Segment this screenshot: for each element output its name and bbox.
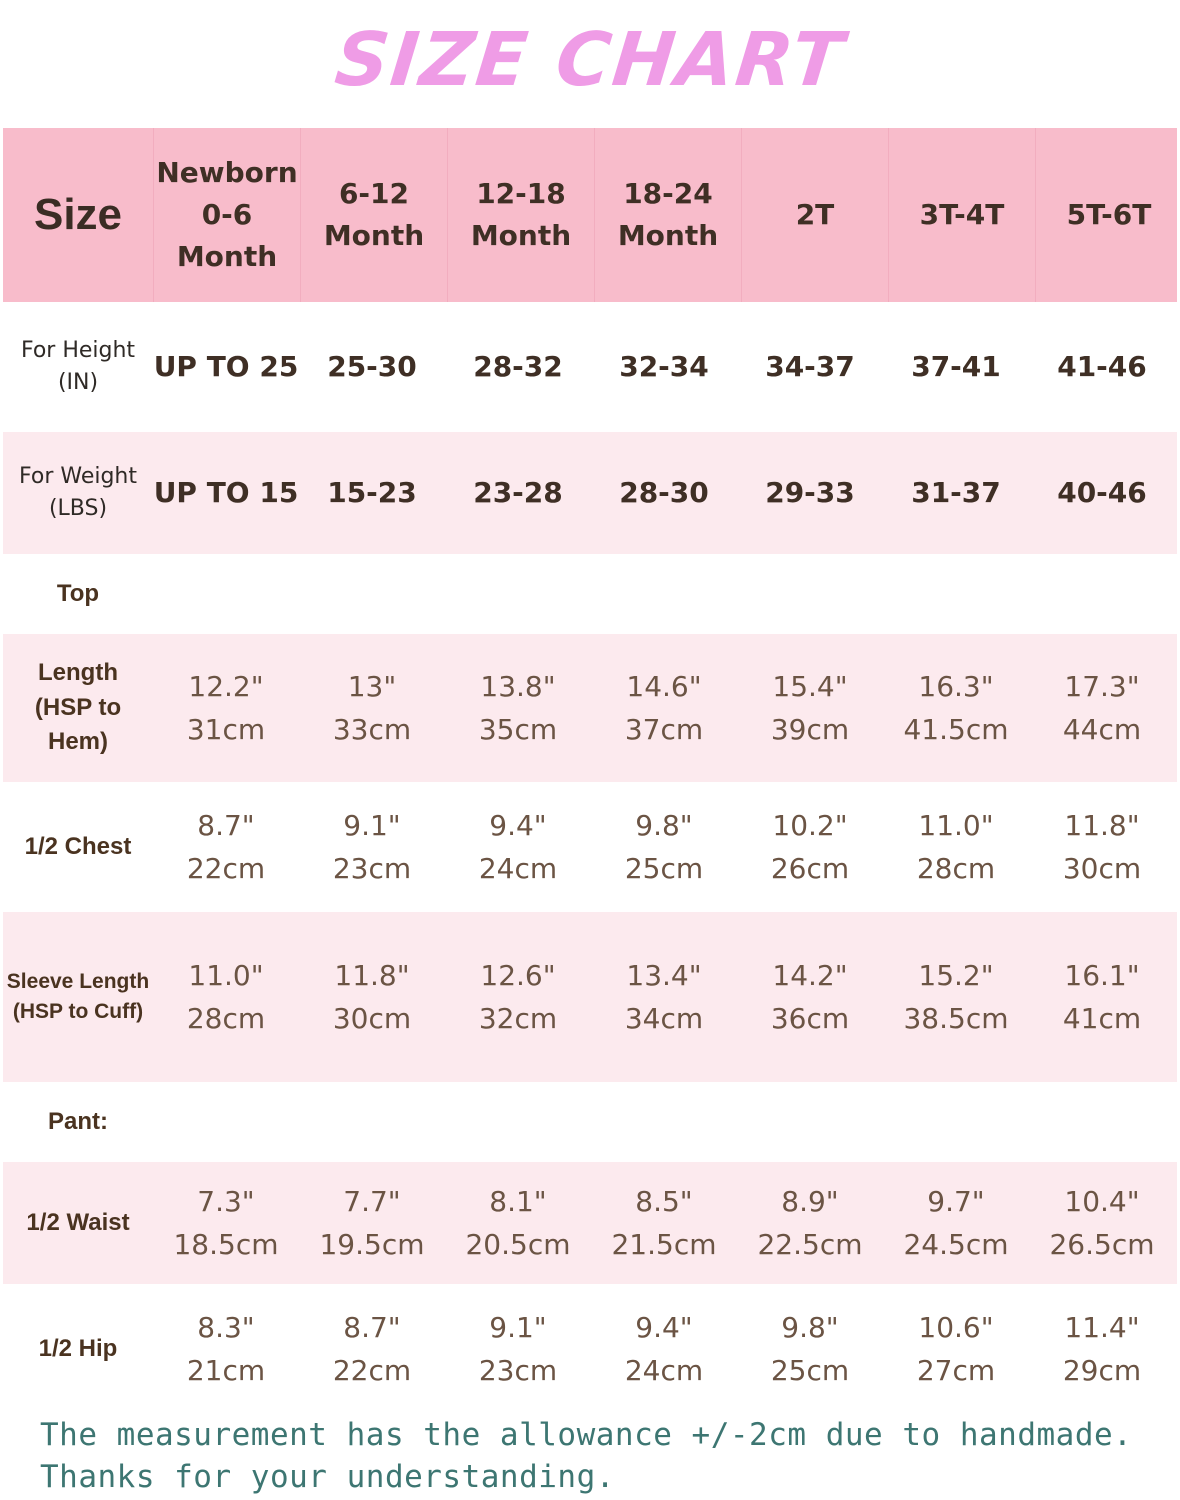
hip-row: 1/2 Hip 8.3" 21cm 8.7" 22cm 9.1" 23cm 9.… bbox=[3, 1284, 1177, 1414]
size-header-cell: 2T bbox=[741, 128, 888, 302]
row-label: 1/2 Hip bbox=[38, 1334, 118, 1362]
header-row: Size Newborn 0-6 Month 6-12 Month 12-18 … bbox=[3, 128, 1177, 302]
waist-value: 8.1" 20.5cm bbox=[465, 1184, 571, 1261]
row-label: For Weight (LBS) bbox=[18, 464, 137, 521]
height-value: UP TO 25 bbox=[153, 350, 299, 383]
hip-value: 9.1" 23cm bbox=[478, 1310, 558, 1387]
hip-value: 8.3" 21cm bbox=[186, 1310, 266, 1387]
footer-line-1: The measurement has the allowance +/-2cm… bbox=[40, 1417, 1133, 1453]
size-header-cell: 18-24 Month bbox=[594, 128, 741, 302]
height-value: 34-37 bbox=[765, 350, 855, 383]
sleeve-row: Sleeve Length (HSP to Cuff) 11.0" 28cm 1… bbox=[3, 912, 1177, 1082]
waist-value: 10.4" 26.5cm bbox=[1049, 1184, 1155, 1261]
weight-value: 31-37 bbox=[911, 476, 1001, 509]
sleeve-value: 11.8" 30cm bbox=[332, 958, 412, 1035]
waist-value: 8.5" 21.5cm bbox=[611, 1184, 717, 1261]
height-value: 32-34 bbox=[619, 350, 709, 383]
chest-row: 1/2 Chest 8.7" 22cm 9.1" 23cm 9.4" 24cm … bbox=[3, 782, 1177, 912]
footer-line-2: Thanks for your understanding. bbox=[40, 1459, 615, 1495]
length-value: 16.3" 41.5cm bbox=[903, 669, 1009, 746]
length-value: 17.3" 44cm bbox=[1062, 669, 1142, 746]
chest-value: 8.7" 22cm bbox=[186, 808, 266, 885]
waist-value: 9.7" 24.5cm bbox=[903, 1184, 1009, 1261]
hip-value: 10.6" 27cm bbox=[916, 1310, 996, 1387]
length-value: 13" 33cm bbox=[332, 669, 412, 746]
sleeve-value: 12.6" 32cm bbox=[478, 958, 558, 1035]
chest-value: 9.1" 23cm bbox=[332, 808, 412, 885]
sleeve-value: 15.2" 38.5cm bbox=[903, 958, 1009, 1035]
length-value: 15.4" 39cm bbox=[770, 669, 850, 746]
section-label-pant: Pant: bbox=[48, 1107, 108, 1135]
height-value: 37-41 bbox=[911, 350, 1001, 383]
top-section-row: Top bbox=[3, 554, 1177, 634]
weight-row: For Weight (LBS) UP TO 15 15-23 23-28 28… bbox=[3, 432, 1177, 554]
row-label: For Height (IN) bbox=[20, 338, 136, 395]
weight-value: 23-28 bbox=[473, 476, 563, 509]
row-label: Sleeve Length (HSP to Cuff) bbox=[6, 969, 150, 1023]
section-label-top: Top bbox=[56, 579, 100, 607]
size-header-cell: Newborn 0-6 Month bbox=[153, 128, 300, 302]
weight-value: 29-33 bbox=[765, 476, 855, 509]
chest-value: 11.0" 28cm bbox=[916, 808, 996, 885]
sleeve-value: 14.2" 36cm bbox=[770, 958, 850, 1035]
hip-value: 9.4" 24cm bbox=[624, 1310, 704, 1387]
height-row: For Height (IN) UP TO 25 25-30 28-32 32-… bbox=[3, 302, 1177, 432]
waist-value: 7.3" 18.5cm bbox=[173, 1184, 279, 1261]
size-chart-title: SIZE CHART bbox=[331, 17, 849, 103]
waist-value: 7.7" 19.5cm bbox=[319, 1184, 425, 1261]
row-label: 1/2 Waist bbox=[26, 1208, 130, 1236]
chest-value: 11.8" 30cm bbox=[1062, 808, 1142, 885]
row-label: Length (HSP to Hem) bbox=[34, 658, 122, 756]
size-header-label: Size bbox=[33, 190, 123, 239]
chest-value: 9.4" 24cm bbox=[478, 808, 558, 885]
size-chart-table: Size Newborn 0-6 Month 6-12 Month 12-18 … bbox=[3, 128, 1177, 1414]
sleeve-value: 11.0" 28cm bbox=[186, 958, 266, 1035]
sleeve-value: 13.4" 34cm bbox=[624, 958, 704, 1035]
height-value: 28-32 bbox=[473, 350, 563, 383]
weight-value: 28-30 bbox=[619, 476, 709, 509]
chest-value: 9.8" 25cm bbox=[624, 808, 704, 885]
footer-note: The measurement has the allowance +/-2cm… bbox=[40, 1414, 1180, 1498]
size-header-cell: 3T-4T bbox=[888, 128, 1035, 302]
pant-section-row: Pant: bbox=[3, 1082, 1177, 1162]
size-header-cell: 5T-6T bbox=[1035, 128, 1180, 302]
hip-value: 9.8" 25cm bbox=[770, 1310, 850, 1387]
length-value: 13.8" 35cm bbox=[478, 669, 558, 746]
length-value: 14.6" 37cm bbox=[624, 669, 704, 746]
sleeve-value: 16.1" 41cm bbox=[1062, 958, 1142, 1035]
waist-value: 8.9" 22.5cm bbox=[757, 1184, 863, 1261]
chest-value: 10.2" 26cm bbox=[770, 808, 850, 885]
weight-value: 15-23 bbox=[327, 476, 417, 509]
row-label: 1/2 Chest bbox=[24, 832, 132, 860]
length-row: Length (HSP to Hem) 12.2" 31cm 13" 33cm … bbox=[3, 634, 1177, 782]
weight-value: UP TO 15 bbox=[153, 476, 299, 509]
length-value: 12.2" 31cm bbox=[186, 669, 266, 746]
waist-row: 1/2 Waist 7.3" 18.5cm 7.7" 19.5cm 8.1" 2… bbox=[3, 1162, 1177, 1284]
height-value: 25-30 bbox=[327, 350, 417, 383]
size-header-cell: 12-18 Month bbox=[447, 128, 594, 302]
hip-value: 11.4" 29cm bbox=[1062, 1310, 1142, 1387]
weight-value: 40-46 bbox=[1057, 476, 1147, 509]
hip-value: 8.7" 22cm bbox=[332, 1310, 412, 1387]
height-value: 41-46 bbox=[1057, 350, 1147, 383]
size-header-cell: 6-12 Month bbox=[300, 128, 447, 302]
